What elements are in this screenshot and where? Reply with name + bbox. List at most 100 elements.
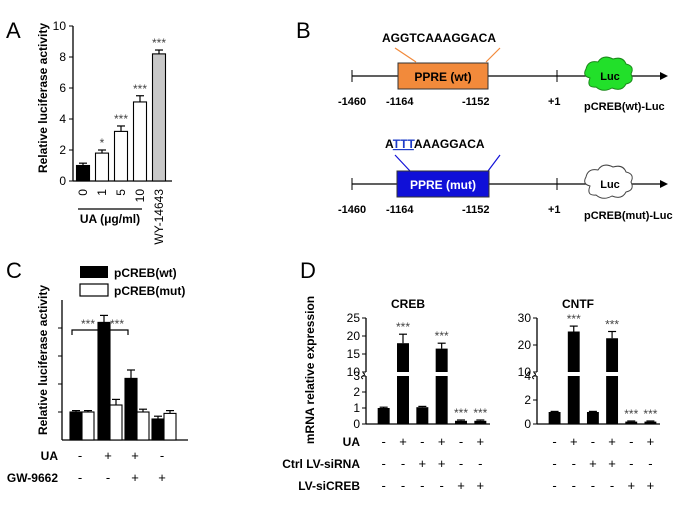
panel-d-creb-condition-value: + [457, 478, 465, 493]
panel-d-cntf-condition-value: - [591, 434, 595, 449]
panel-d-creb-condition-value: + [419, 456, 427, 471]
mut-pos-1152: -1152 [462, 204, 490, 216]
panel-d-creb-ytick-label: 20 [347, 329, 361, 343]
panel-d-creb-condition-value: + [399, 434, 407, 449]
panel-d-cntf-condition-value: + [589, 456, 597, 471]
panel-d-cntf-ytick-label: 4 [524, 369, 531, 383]
panel-d-cntf-significance: *** [605, 318, 619, 332]
panel-c-bracket-2 [103, 329, 129, 335]
panel-d-cntf-condition-value: + [608, 434, 616, 449]
legend-label-mut: pCREB(mut) [114, 284, 185, 298]
panel-d-cntf-ytick-label: 20 [518, 338, 532, 352]
panel-d-creb-bar [416, 407, 429, 424]
panel-d-creb-ytick-label: 15 [347, 347, 361, 361]
panel-d-creb-bar [455, 420, 467, 424]
panel-d-creb-bar-lower [397, 376, 409, 424]
wt-construct-name: pCREB(wt)-Luc [584, 101, 665, 113]
panel-d-cntf-condition-value: - [629, 456, 633, 471]
construct-mut: ATTTAAAGGACA PPRE (mut) Luc -1460 -1164 … [338, 137, 673, 222]
panel-d-cntf-bar-upper [606, 338, 619, 372]
panel-d-creb-condition-value: - [478, 456, 482, 471]
panel-d-cntf-bar-lower [567, 376, 580, 424]
panel-d-creb-condition-value: - [420, 478, 424, 493]
panel-d: D mRNA relative expression CREB CNTF 101… [282, 258, 660, 493]
mut-seq-suffix: AAAGGACA [414, 137, 485, 151]
panel-a-ytick-label: 10 [53, 19, 67, 33]
panel-a-significance: *** [152, 36, 166, 50]
mut-sequence: ATTTAAAGGACA [385, 137, 485, 151]
panel-a-bar [75, 164, 91, 182]
ppre-mut-label: PPRE (mut) [410, 178, 476, 192]
panel-d-creb-title: CREB [391, 297, 425, 311]
legend-swatch-mut [79, 283, 109, 297]
panel-c-bar-mut [163, 412, 177, 441]
panel-c-bar-wt [97, 321, 111, 441]
panel-d-ylabel: mRNA relative expression [303, 296, 317, 444]
panel-a-bar [132, 101, 148, 182]
ppre-wt-label: PPRE (wt) [414, 70, 471, 84]
panel-a-xtick-label: 5 [114, 189, 128, 196]
panel-d-cntf-ytick-label: 2 [524, 393, 531, 407]
construct-wt: AGGTCAAAGGACA PPRE (wt) Luc -1460 -1164 … [338, 31, 668, 113]
panel-c-condition-value: - [106, 470, 110, 485]
luc-mut-label: Luc [600, 179, 620, 191]
panel-d-creb-condition-value: - [381, 456, 385, 471]
panel-d-creb-bar-upper [397, 343, 409, 372]
panel-c-bar-wt [124, 377, 138, 441]
panel-d-cntf-bar-lower [606, 376, 619, 424]
panel-a-ytick-label: 8 [59, 50, 66, 64]
panel-a-bar [94, 152, 110, 182]
panel-d-creb-chart: 10 15 20 25 0 1 2 3 *** *** *** *** [347, 311, 490, 431]
panel-d-creb-ytick-label: 25 [347, 311, 361, 325]
panel-c-bar-mut [109, 404, 123, 441]
panel-d-creb-condition-value: - [459, 434, 463, 449]
luc-wt-label: Luc [600, 71, 620, 83]
panel-c-bars: *** *** [69, 314, 177, 441]
panel-d-creb-bar-upper [435, 348, 448, 372]
mut-pos-1460: -1460 [338, 204, 366, 216]
panel-c-bar-wt [69, 411, 83, 441]
panel-a-xtick-label: WY-14643 [152, 189, 166, 245]
panel-c-condition-value: - [160, 448, 164, 463]
panel-d-creb-ytick-label: 2 [353, 385, 360, 399]
mut-construct-name: pCREB(mut)-Luc [584, 210, 673, 222]
panel-a-bars: 0 * 1 *** 5 *** 10 *** WY-14643 [75, 36, 166, 245]
panel-d-condition-label: LV-siCREB [298, 479, 360, 493]
panel-d-creb-condition-value: - [401, 456, 405, 471]
panel-d-creb-significance: *** [473, 406, 487, 420]
panel-d-cntf-condition-value: + [627, 478, 635, 493]
panel-d-creb-condition-value: + [438, 434, 446, 449]
panel-d-creb-ytick-label: 10 [347, 365, 361, 379]
panel-d-label: D [300, 258, 316, 283]
mut-arrow-head [660, 180, 668, 188]
mut-seq-mutation: TTT [393, 137, 416, 151]
panel-c-condition-value: + [131, 448, 139, 463]
panel-c-bar-mut [136, 411, 150, 441]
panel-c-condition-value: + [158, 470, 166, 485]
panel-c-bar-wt [151, 418, 165, 441]
panel-d-creb-condition-value: - [381, 478, 385, 493]
panel-d-cntf-ytick-label: 0 [524, 417, 531, 431]
panel-d-cntf-condition-value: + [647, 478, 655, 493]
panel-d-cntf-condition-value: - [552, 434, 556, 449]
panel-d-cntf-bar [625, 421, 638, 424]
panel-a-significance: *** [114, 112, 128, 126]
panel-c-condition-value: + [131, 470, 139, 485]
panel-c-ylabel: Relative luciferase activity [36, 285, 50, 435]
panel-d-cntf-ytick-label: 10 [518, 365, 532, 379]
mut-callout-right [487, 154, 501, 172]
panel-d-creb-condition-value: + [438, 456, 446, 471]
wt-pos-tss: +1 [548, 96, 561, 108]
panel-d-cntf-bar [586, 412, 599, 424]
wt-callout-left [394, 47, 417, 63]
wt-sequence: AGGTCAAAGGACA [382, 31, 496, 45]
panel-d-creb-ytick-label: 0 [353, 417, 360, 431]
panel-c-condition-label: UA [41, 449, 59, 463]
panel-d-creb-condition-value: - [459, 456, 463, 471]
panel-c-condition-value: + [104, 448, 112, 463]
legend-swatch-wt [80, 266, 108, 278]
panel-d-creb-bar [474, 420, 487, 424]
panel-a-ytick-label: 6 [59, 81, 66, 95]
